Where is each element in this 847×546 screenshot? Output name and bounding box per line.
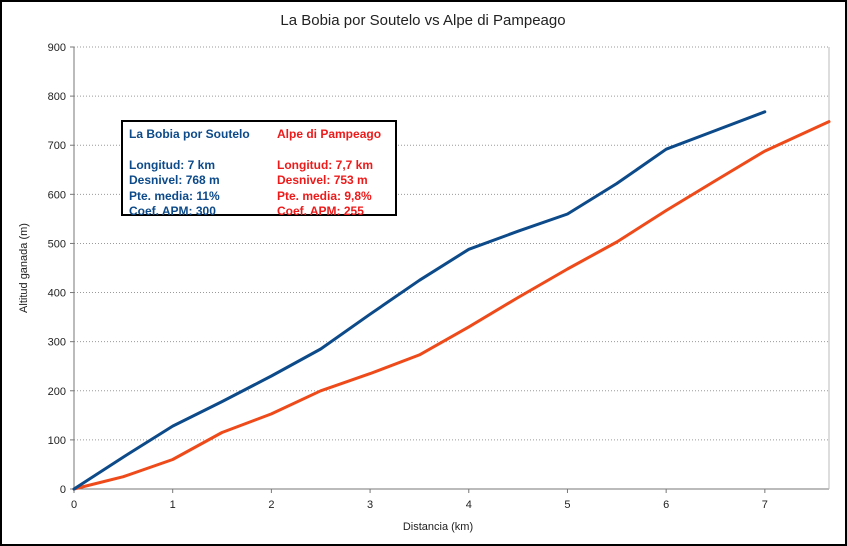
y-tick-label: 500 xyxy=(48,238,66,250)
x-tick-label: 5 xyxy=(564,499,570,511)
route-info-pampeago: Alpe di Pampeago Longitud: 7,7 km Desniv… xyxy=(277,127,381,220)
series-line-la-bobia-por-soutelo xyxy=(72,110,767,491)
chart-title: La Bobia por Soutelo vs Alpe di Pampeago xyxy=(280,12,565,29)
longitud-bobia: Longitud: 7 km xyxy=(129,157,215,172)
longitud-pampeago: Longitud: 7,7 km xyxy=(277,157,373,172)
series-lines xyxy=(72,110,831,491)
x-tick-label: 7 xyxy=(762,499,768,511)
y-tick-label: 100 xyxy=(48,435,66,447)
route-name-bobia: La Bobia por Soutelo xyxy=(129,127,250,141)
y-tick-label: 600 xyxy=(48,189,66,201)
grid-lines xyxy=(74,46,829,441)
y-tick-label: 400 xyxy=(48,288,66,300)
x-tick-label: 1 xyxy=(170,499,176,511)
route-info-box: La Bobia por Soutelo Longitud: 7 km Desn… xyxy=(121,120,397,218)
axes xyxy=(70,46,830,493)
y-tick-label: 700 xyxy=(48,140,66,152)
tick-labels: 0 100 200 300 400 500 600 700 800 900 0 1 2 3 4 5 6 7 xyxy=(48,42,768,511)
x-tick-label: 3 xyxy=(367,499,373,511)
x-tick-label: 0 xyxy=(71,499,77,511)
desnivel-bobia: Desnivel: 768 m xyxy=(129,173,220,187)
y-axis-title: Altitud ganada (m) xyxy=(18,223,30,313)
route-info-bobia: La Bobia por Soutelo Longitud: 7 km Desn… xyxy=(129,127,250,220)
pendiente-bobia: Pte. media: 11% xyxy=(129,188,220,203)
y-tick-label: 200 xyxy=(48,386,66,398)
x-axis-title: Distancia (km) xyxy=(403,521,473,533)
y-tick-label: 900 xyxy=(48,42,66,54)
route-name-pampeago: Alpe di Pampeago xyxy=(277,127,382,141)
y-tick-label: 300 xyxy=(48,337,66,349)
series-line-alpe-di-pampeago xyxy=(72,120,831,491)
pendiente-pampeago: Pte. media: 9,8% xyxy=(277,188,372,203)
coef-pampeago: Coef. APM: 255 xyxy=(277,204,364,218)
coef-bobia: Coef. APM: 300 xyxy=(129,204,216,218)
y-tick-label: 800 xyxy=(48,91,66,103)
x-tick-label: 2 xyxy=(268,499,274,511)
x-tick-label: 6 xyxy=(663,499,669,511)
desnivel-pampeago: Desnivel: 753 m xyxy=(277,173,368,187)
x-tick-label: 4 xyxy=(466,499,472,511)
y-tick-label: 0 xyxy=(60,484,66,496)
